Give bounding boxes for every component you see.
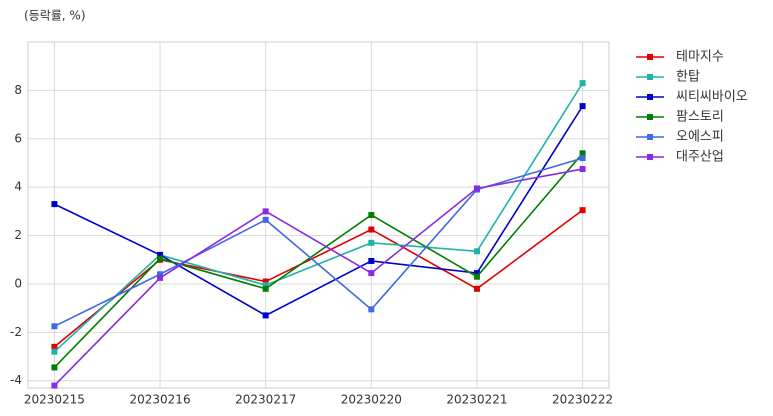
legend-label: 오에스피	[676, 130, 724, 145]
point	[368, 212, 375, 218]
point	[579, 103, 586, 110]
point	[157, 274, 164, 281]
point	[51, 343, 58, 350]
legend-marker	[647, 94, 653, 100]
y-tick-label: -4	[10, 373, 22, 387]
point	[51, 364, 58, 371]
point	[157, 251, 164, 258]
legend-label: 한탑	[676, 70, 700, 85]
point	[51, 201, 58, 208]
x-tick-label: 20230221	[446, 393, 507, 407]
y-tick-label: 4	[14, 180, 22, 194]
point	[368, 226, 375, 233]
series-line	[53, 209, 584, 348]
y-tick-label: 2	[14, 228, 22, 242]
legend-label: 테마지수	[676, 50, 724, 65]
point	[368, 270, 375, 277]
point	[368, 306, 375, 313]
legend-label: 씨티씨바이오	[676, 90, 748, 105]
point	[51, 382, 58, 389]
legend-marker	[647, 154, 653, 160]
legend-label: 팜스토리	[676, 110, 724, 125]
point	[579, 207, 586, 214]
y-tick-label: 6	[14, 131, 22, 145]
point	[473, 285, 480, 292]
point	[157, 255, 164, 262]
point	[473, 273, 480, 280]
point	[473, 248, 480, 255]
x-tick-label: 20230217	[235, 393, 296, 407]
legend-label: 대주산업	[676, 150, 724, 165]
point	[579, 166, 586, 173]
legend-marker	[647, 114, 653, 120]
point	[262, 312, 269, 319]
point	[368, 257, 375, 264]
point	[473, 270, 480, 277]
plot-frame	[27, 41, 610, 389]
x-tick-label: 20230216	[130, 393, 191, 407]
point	[262, 208, 269, 215]
series-line	[53, 82, 584, 353]
x-tick-label: 20230215	[24, 393, 85, 407]
point	[579, 155, 586, 162]
series-line	[53, 152, 584, 368]
y-tick-label: 8	[14, 83, 22, 97]
legend-marker	[647, 134, 653, 140]
point	[262, 282, 269, 289]
point	[262, 216, 269, 223]
point	[473, 185, 480, 192]
series-line	[54, 105, 584, 317]
point	[262, 285, 269, 292]
point	[579, 150, 586, 157]
x-tick-label: 20230220	[341, 393, 402, 407]
legend-marker	[647, 54, 653, 60]
legend-marker	[647, 74, 653, 80]
point	[157, 271, 164, 278]
point	[262, 278, 269, 285]
y-axis-label: (등락률, %)	[24, 9, 86, 23]
point	[51, 323, 58, 330]
point	[51, 348, 58, 355]
point	[579, 80, 586, 87]
x-tick-label: 20230222	[552, 393, 613, 407]
y-tick-label: 0	[14, 276, 22, 290]
y-tick-label: -2	[10, 325, 22, 339]
series-line	[53, 168, 583, 387]
point	[368, 239, 375, 246]
